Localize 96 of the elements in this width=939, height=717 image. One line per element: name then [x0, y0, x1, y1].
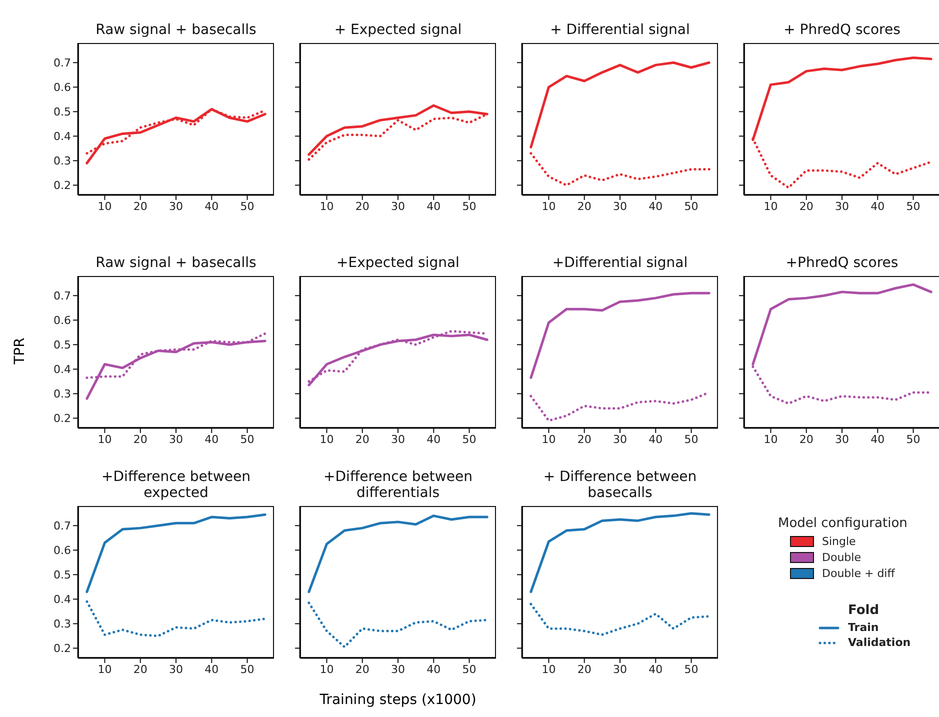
y-tick-label: 0.7 [54, 290, 71, 303]
x-tick-label: 20 [133, 662, 148, 676]
x-tick-label: 50 [462, 662, 476, 676]
x-tick-label: 50 [240, 432, 254, 446]
y-tick-label: 0.5 [54, 568, 71, 582]
y-tick-label: 0.6 [54, 314, 71, 328]
chart-title: + Difference between basecalls [542, 469, 698, 501]
y-tick-label: 0.2 [54, 642, 71, 656]
legend-label: Train [848, 621, 879, 634]
x-tick-label: 20 [355, 662, 370, 676]
x-tick-label: 10 [98, 200, 112, 213]
text: Single [822, 534, 856, 548]
y-tick-label: 0.6 [54, 81, 71, 94]
x-tick-label: 30 [169, 200, 183, 213]
x-tick-label: 10 [542, 432, 556, 446]
x-tick-label: 40 [204, 200, 219, 213]
y-tick-label: 0.5 [54, 338, 71, 352]
y-tick-label: 0.6 [54, 544, 71, 558]
x-tick-label: 10 [320, 662, 334, 676]
x-tick-label: 50 [906, 200, 920, 213]
x-tick-label: 10 [98, 662, 112, 676]
legend-label: Validation [848, 636, 911, 649]
x-tick-label: 10 [320, 432, 334, 446]
x-tick-label: 30 [169, 662, 183, 676]
x-axis-title: Training steps (x1000) [318, 692, 478, 708]
y-axis-title: TPR [12, 336, 28, 366]
x-tick-label: 50 [684, 432, 698, 446]
x-tick-label: 20 [799, 432, 814, 446]
x-tick-label: 50 [462, 432, 476, 446]
chart-title: +Difference between expected [100, 469, 252, 501]
chart-title: +Expected signal [336, 255, 460, 271]
x-tick-label: 30 [391, 200, 405, 213]
x-tick-label: 30 [613, 662, 627, 676]
line-series [86, 513, 266, 594]
x-tick-label: 30 [169, 432, 183, 446]
chart-title: +PhredQ scores [784, 255, 900, 271]
x-tick-label: 30 [391, 662, 405, 676]
x-tick-label: 30 [613, 200, 627, 213]
x-tick-label: 40 [426, 200, 441, 213]
y-tick-label: 0.3 [54, 154, 71, 168]
y-tick-label: 0.4 [54, 363, 71, 376]
y-tick-label: 0.4 [54, 130, 71, 144]
text: Double + diff [822, 566, 895, 580]
x-tick-label: 40 [870, 200, 885, 213]
x-tick-label: 20 [577, 662, 592, 676]
x-tick-label: 30 [613, 432, 627, 446]
y-tick-label: 0.2 [54, 412, 71, 426]
x-tick-label: 50 [684, 200, 698, 213]
x-tick-label: 10 [320, 200, 334, 213]
text: Double [822, 550, 861, 564]
x-tick-label: 20 [799, 200, 814, 213]
x-tick-label: 20 [355, 432, 370, 446]
y-tick-label: 0.3 [54, 388, 71, 401]
chart-title: +Differential signal [551, 255, 689, 271]
text: Model configuration [778, 516, 908, 531]
chart-title: +Difference between differentials [322, 469, 474, 501]
chart-title: + Differential signal [549, 22, 691, 38]
x-tick-label: 40 [204, 662, 219, 676]
x-tick-label: 20 [133, 200, 148, 213]
x-tick-label: 50 [240, 200, 254, 213]
x-tick-label: 30 [391, 432, 405, 446]
legend-title: Fold [848, 603, 880, 618]
x-tick-label: 10 [764, 200, 778, 213]
line-series [86, 600, 266, 638]
x-tick-label: 30 [835, 432, 849, 446]
x-tick-label: 10 [542, 662, 556, 676]
x-tick-label: 10 [98, 432, 112, 446]
y-tick-label: 0.3 [54, 618, 71, 631]
y-tick-label: 0.7 [54, 520, 71, 533]
x-tick-label: 30 [835, 200, 849, 213]
y-tick-label: 0.2 [54, 179, 71, 192]
chart-title: Raw signal + basecalls [94, 255, 258, 271]
x-tick-label: 40 [426, 662, 441, 676]
x-tick-label: 40 [648, 200, 663, 213]
x-tick-label: 50 [240, 662, 254, 676]
y-tick-label: 0.5 [54, 106, 71, 119]
x-tick-label: 50 [906, 432, 920, 446]
x-tick-label: 50 [462, 200, 476, 213]
x-tick-label: 20 [133, 432, 148, 446]
x-tick-label: 20 [355, 200, 370, 213]
y-tick-label: 0.7 [54, 56, 71, 70]
chart-title: Raw signal + basecalls [94, 22, 258, 38]
chart-title: + PhredQ scores [782, 22, 902, 38]
x-tick-label: 50 [684, 662, 698, 676]
x-tick-label: 40 [426, 432, 441, 446]
x-tick-label: 40 [870, 432, 885, 446]
x-tick-label: 40 [648, 662, 663, 676]
line-series [86, 108, 266, 164]
x-tick-label: 40 [204, 432, 219, 446]
chart-title: + Expected signal [333, 22, 463, 38]
x-tick-label: 20 [577, 200, 592, 213]
x-tick-label: 20 [577, 432, 592, 446]
x-tick-label: 10 [542, 200, 556, 213]
x-tick-label: 10 [764, 432, 778, 446]
y-tick-label: 0.4 [54, 593, 71, 606]
x-tick-label: 40 [648, 432, 663, 446]
